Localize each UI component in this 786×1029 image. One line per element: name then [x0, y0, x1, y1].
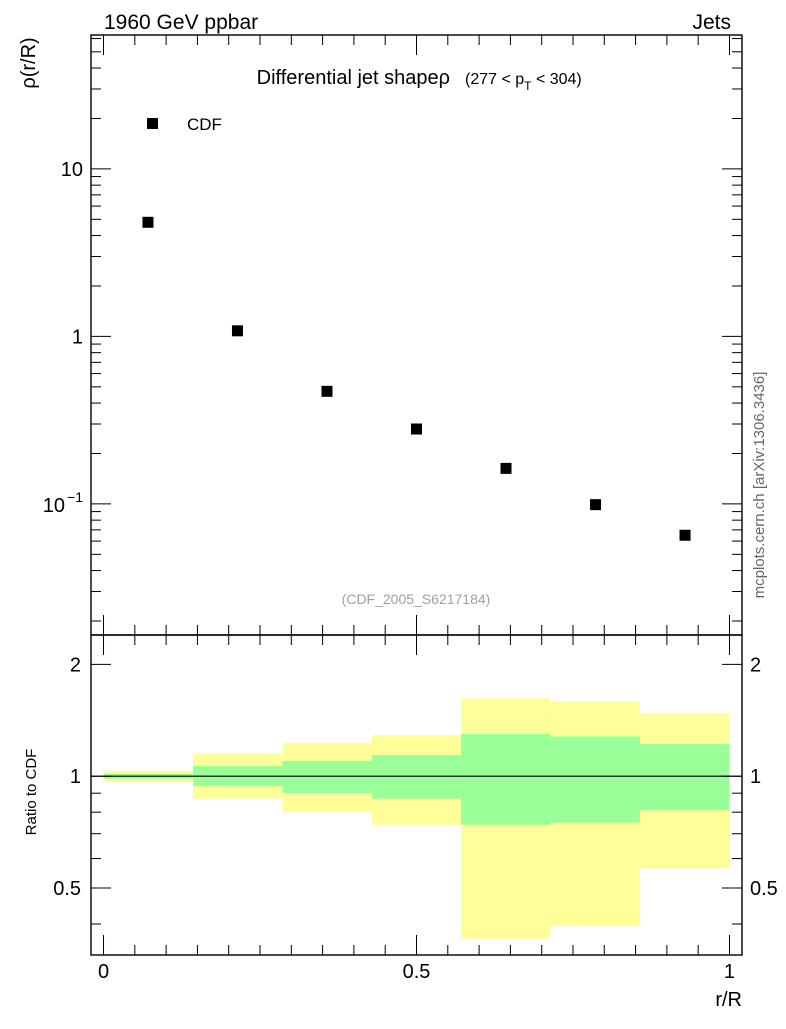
y-tick-label: 0.5 — [53, 878, 81, 900]
ratio-panel: 2 2 1 1 0.5 0.5 0 0.5 1 Ratio to CDF r/R — [23, 634, 778, 1011]
y-tick-label-right: 2 — [750, 654, 761, 676]
y-axis-label-main: ρ(r/R) — [18, 37, 40, 88]
y-tick-label-exponent: −1 — [67, 489, 83, 505]
y-tick-label-right: 1 — [750, 766, 761, 788]
y-tick-label: 10 — [43, 495, 65, 517]
legend-marker-cdf — [147, 118, 158, 129]
x-axis-label: r/R — [715, 989, 742, 1011]
legend-label-cdf: CDF — [187, 115, 222, 134]
data-point — [679, 529, 691, 541]
header-left: 1960 GeV ppbar — [104, 11, 258, 34]
data-point — [231, 325, 243, 337]
watermark: (CDF_2005_S6217184) — [342, 591, 491, 607]
x-tick-label: 1 — [724, 961, 735, 983]
main-title: Differential jet shapeρ — [257, 67, 450, 89]
main-title-range: (277 < pT < 304) — [465, 71, 582, 93]
band-inner — [460, 733, 551, 825]
data-point — [590, 499, 602, 511]
data-point — [500, 462, 512, 474]
data-point — [142, 216, 154, 228]
band-inner — [639, 744, 730, 811]
y-tick-label: 10 — [61, 159, 83, 181]
y-tick-label: 2 — [70, 654, 81, 676]
data-point — [411, 423, 422, 435]
band-inner — [550, 736, 640, 823]
data-point — [321, 385, 333, 397]
y-tick-label: 1 — [72, 326, 83, 348]
y-tick-label-right: 0.5 — [750, 878, 778, 900]
header-right: Jets — [692, 11, 731, 34]
band-inner — [282, 760, 373, 794]
side-credit-label: mcplots.cern.ch [arXiv:1306.3436] — [751, 372, 768, 599]
y-tick-label: 1 — [70, 766, 81, 788]
band-inner — [372, 755, 461, 799]
x-tick-label: 0.5 — [403, 961, 431, 983]
x-tick-label: 0 — [98, 961, 109, 983]
y-axis-label-ratio: Ratio to CDF — [23, 749, 40, 836]
